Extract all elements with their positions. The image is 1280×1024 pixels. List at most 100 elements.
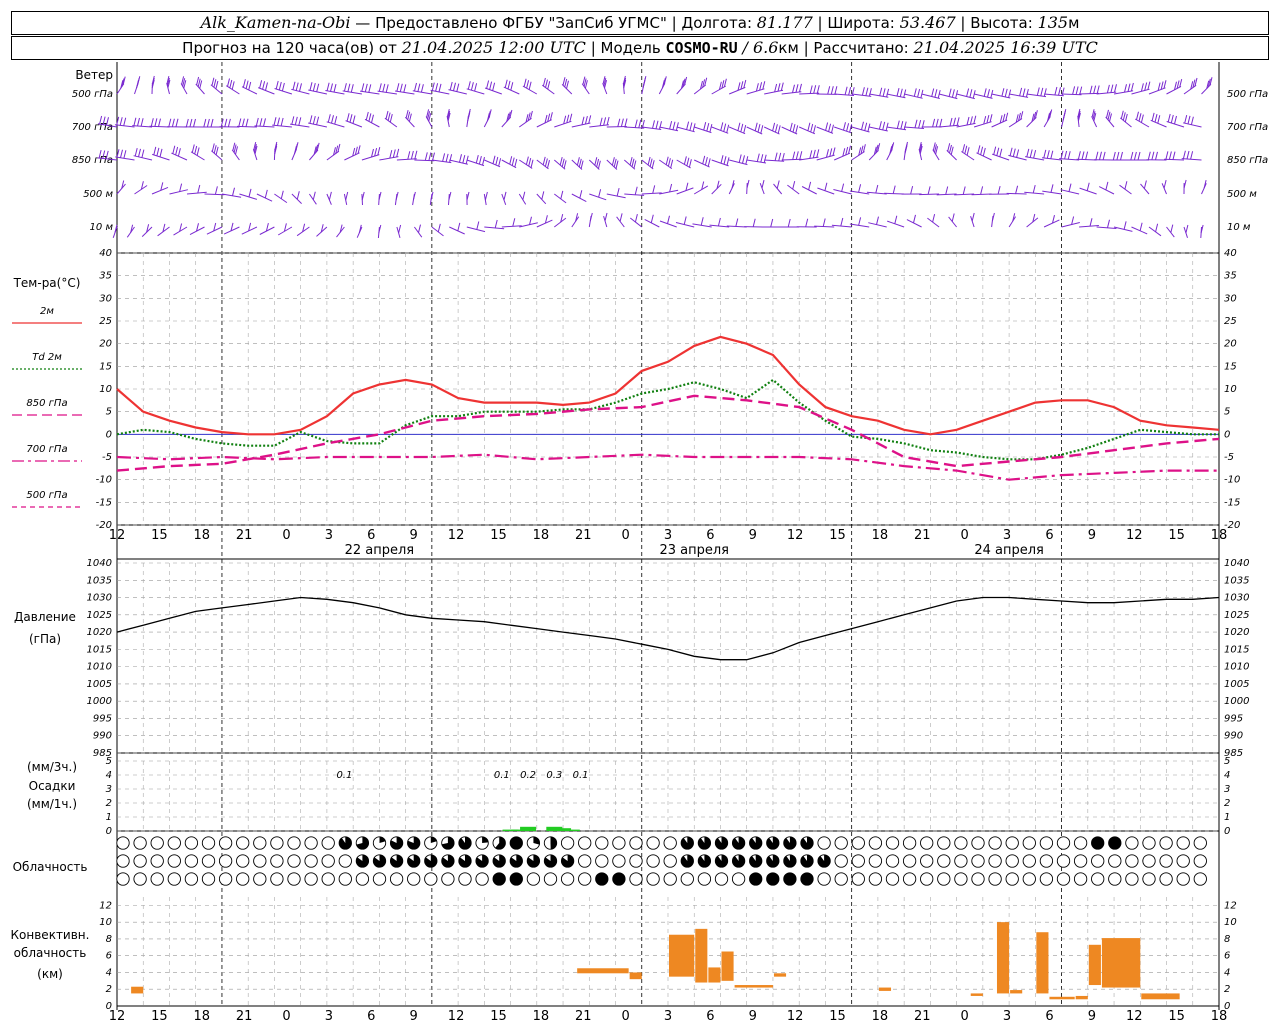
wind-barb-feather xyxy=(1170,224,1174,233)
wind-barb xyxy=(536,119,552,128)
wind-barb xyxy=(746,126,763,135)
wind-barb xyxy=(884,192,905,195)
wind-barb xyxy=(956,122,976,128)
wind-barb xyxy=(729,86,746,95)
wind-barb-feather xyxy=(1075,86,1079,95)
pressure-ytick-left: 1025 xyxy=(87,610,112,621)
wind-barb-feather xyxy=(405,109,409,119)
wind-barb-feather xyxy=(542,156,546,166)
cloud-fill xyxy=(766,872,779,886)
hour-label-temp: 0 xyxy=(282,528,290,543)
cloud-circle xyxy=(1022,836,1036,850)
wind-barb xyxy=(342,90,362,95)
wind-barb-feather xyxy=(467,108,471,118)
wind-barb-feather xyxy=(160,182,164,191)
temp-ytick-left: 25 xyxy=(99,316,112,327)
wind-barb-feather xyxy=(737,122,741,131)
wind-barb-feather xyxy=(482,156,485,166)
wind-barb-feather xyxy=(316,83,320,92)
temp-ytick-left: 40 xyxy=(99,248,112,259)
wind-barb-feather xyxy=(339,224,343,233)
wind-barb-feather xyxy=(431,82,435,91)
cloud-fill xyxy=(458,836,472,850)
wind-barb-feather xyxy=(631,158,635,167)
wind-barb xyxy=(173,226,188,236)
cloud-circle xyxy=(920,836,934,850)
wind-barb xyxy=(1043,219,1060,228)
wind-barb-feather xyxy=(742,155,745,164)
wind-barb-feather xyxy=(953,117,956,126)
wind-barb xyxy=(759,183,765,195)
wind-barb xyxy=(1008,118,1023,128)
wind-barb-feather xyxy=(395,191,399,201)
wind-barb-feather xyxy=(122,76,126,85)
hour-label-bottom: 18 xyxy=(872,1009,889,1024)
wind-barb xyxy=(1026,93,1047,98)
model-name: COSMO-RU xyxy=(665,39,738,57)
hour-label-temp: 18 xyxy=(533,528,550,543)
wind-barb xyxy=(1079,92,1100,95)
cloud-fill xyxy=(510,854,523,868)
wind-barb xyxy=(114,124,135,128)
wind-barb-feather xyxy=(1192,79,1196,88)
cloud-circle xyxy=(1193,836,1207,850)
conv-ytick-left: 0 xyxy=(106,1001,112,1012)
wind-barb-feather xyxy=(913,214,916,224)
wind-barb xyxy=(256,193,273,202)
hour-label-bottom: 21 xyxy=(575,1009,592,1024)
wind-barb xyxy=(1166,85,1182,95)
wind-barb-feather xyxy=(193,118,196,128)
precip-amount-label: 0.3 xyxy=(546,770,562,781)
wind-barb-feather xyxy=(1054,86,1058,96)
wind-barb-feather xyxy=(328,191,332,201)
wind-barb xyxy=(991,93,1011,99)
wind-barb-feather xyxy=(934,89,938,98)
wind-barb-feather xyxy=(723,78,727,87)
cloud-circle xyxy=(1039,872,1054,886)
wind-barb xyxy=(831,224,852,228)
wind-barb-feather xyxy=(650,214,654,223)
cloud-circle xyxy=(1125,854,1139,868)
wind-barb-feather xyxy=(598,189,602,198)
wind-barb-feather xyxy=(281,82,285,92)
wind-barb xyxy=(816,126,834,134)
wind-barb xyxy=(659,220,677,228)
wind-barb-feather xyxy=(544,215,548,224)
wind-barb-feather xyxy=(378,224,382,234)
wind-barb-feather xyxy=(453,82,456,91)
cloud-circle xyxy=(1193,854,1207,868)
cloud-circle xyxy=(851,836,865,850)
wind-barb xyxy=(501,225,522,228)
wind-barb-feather xyxy=(274,141,278,151)
cloud-circle xyxy=(1125,872,1139,886)
temp-ytick-right: -20 xyxy=(1224,520,1240,531)
wind-barb-feather xyxy=(700,217,704,226)
wind-barb-feather xyxy=(150,118,154,127)
wind-barb-feather xyxy=(509,109,513,119)
wind-barb-feather xyxy=(1063,108,1067,118)
date-label: 23 апреля xyxy=(659,543,729,558)
wind-barb-feather xyxy=(1095,151,1099,160)
wind-barb xyxy=(571,159,583,170)
conv-ytick-left: 10 xyxy=(99,917,112,928)
legend-label: Td 2м xyxy=(32,352,62,363)
wind-barb-feather xyxy=(931,88,935,97)
wind-barb-feather xyxy=(1127,83,1131,92)
wind-barb-feather xyxy=(1136,111,1139,120)
wind-barb-feather xyxy=(529,216,532,225)
hour-label-bottom: 18 xyxy=(533,1009,550,1024)
wind-barb xyxy=(553,217,567,228)
wind-barb-feather xyxy=(886,88,890,98)
conv-ytick-left: 6 xyxy=(106,951,112,962)
cloud-circle xyxy=(697,872,712,886)
cloud-fill xyxy=(732,836,745,850)
wind-barb xyxy=(258,87,275,95)
wind-barb-feather xyxy=(137,76,141,85)
cloud-circle xyxy=(150,836,164,850)
wind-barb-feather xyxy=(294,116,298,126)
cloud-title: Облачность xyxy=(13,860,88,874)
wind-barb xyxy=(711,85,726,95)
wind-barb-feather xyxy=(914,119,918,128)
wind-barb xyxy=(763,126,780,135)
wind-barb xyxy=(816,154,835,161)
